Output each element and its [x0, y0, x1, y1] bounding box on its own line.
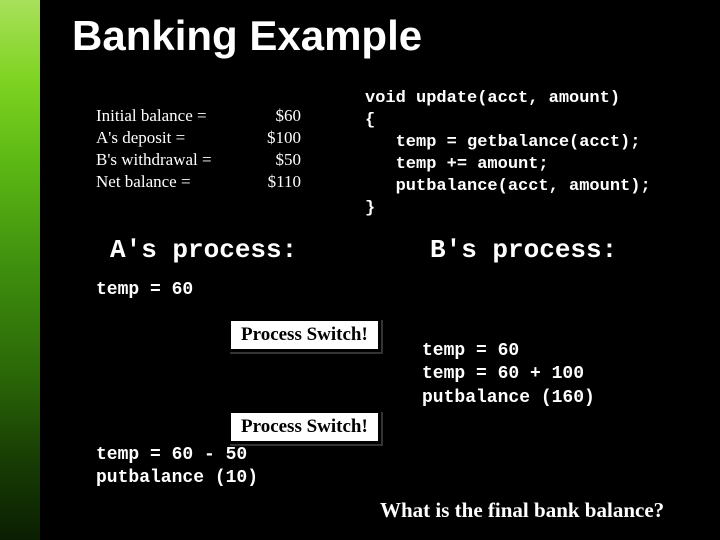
- table-row: Initial balance = $60: [96, 105, 301, 127]
- code-block: void update(acct, amount) { temp = getba…: [365, 88, 651, 221]
- balance-label: A's deposit =: [96, 127, 251, 149]
- process-a-step2: temp = 60 - 50 putbalance (10): [96, 444, 258, 491]
- process-switch-box-1: Process Switch!: [228, 318, 381, 352]
- process-b-steps: temp = 60 temp = 60 + 100 putbalance (16…: [422, 340, 595, 410]
- process-a-step1: temp = 60: [96, 280, 193, 300]
- balance-label: Initial balance =: [96, 105, 251, 127]
- slide-title: Banking Example: [72, 12, 422, 60]
- final-question: What is the final bank balance?: [380, 498, 664, 523]
- table-row: A's deposit = $100: [96, 127, 301, 149]
- balance-value: $50: [251, 149, 301, 171]
- balance-value: $100: [251, 127, 301, 149]
- balance-table: Initial balance = $60 A's deposit = $100…: [96, 105, 301, 193]
- table-row: B's withdrawal = $50: [96, 149, 301, 171]
- balance-value: $110: [251, 171, 301, 193]
- balance-label: B's withdrawal =: [96, 149, 251, 171]
- gradient-sidebar: [0, 0, 40, 540]
- process-b-title: B's process:: [430, 235, 617, 265]
- table-row: Net balance = $110: [96, 171, 301, 193]
- process-a-title: A's process:: [110, 235, 297, 265]
- balance-value: $60: [251, 105, 301, 127]
- process-switch-box-2: Process Switch!: [228, 410, 381, 444]
- balance-label: Net balance =: [96, 171, 251, 193]
